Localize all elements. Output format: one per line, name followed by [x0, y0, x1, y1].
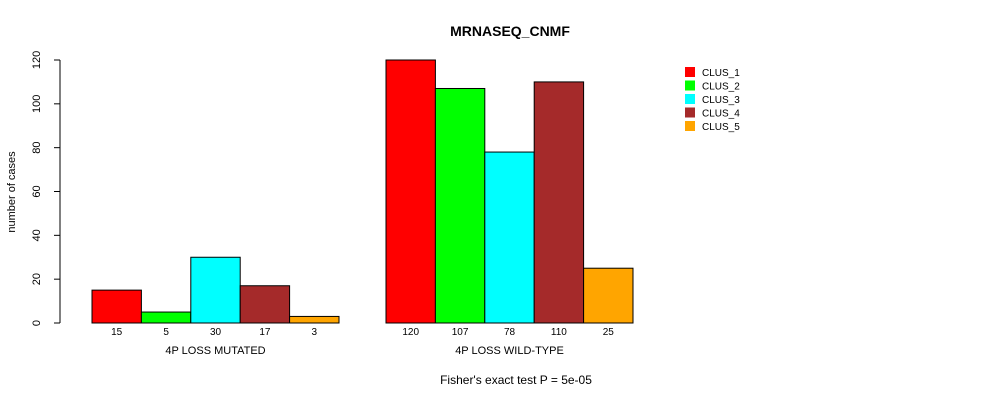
- y-tick-label: 40: [31, 229, 43, 241]
- legend-label: CLUS_2: [702, 82, 740, 93]
- group-label: 4P LOSS MUTATED: [165, 345, 265, 357]
- y-axis: 0 20 40 60 80 100 120: [31, 51, 61, 326]
- bar-value-label: 17: [259, 327, 271, 338]
- y-tick-label: 80: [31, 142, 43, 154]
- bar-value-label: 3: [312, 327, 318, 338]
- legend-swatch: [685, 67, 695, 77]
- legend-item: CLUS_1: [685, 67, 740, 79]
- fisher-test-footer: Fisher's exact test P = 5e-05: [440, 373, 592, 387]
- legend-swatch: [685, 94, 695, 104]
- bar: [289, 315, 340, 324]
- y-tick-label: 0: [31, 320, 43, 326]
- bar: [239, 285, 291, 324]
- bar-groups: 15 5 30 17 3 4P LOSS MUTATED 120 107 78 110 25 4P L…: [91, 59, 634, 357]
- bar: [385, 59, 436, 324]
- bar-value-label: 78: [504, 327, 516, 338]
- y-tick-label: 60: [31, 185, 43, 197]
- group-label: 4P LOSS WILD-TYPE: [455, 345, 564, 357]
- y-tick-label: 20: [31, 273, 43, 285]
- legend-item: CLUS_2: [685, 80, 740, 93]
- legend-label: CLUS_5: [702, 122, 740, 133]
- bar-value-label: 110: [551, 327, 567, 338]
- legend-label: CLUS_4: [702, 109, 740, 120]
- bar-value-label: 30: [210, 327, 222, 338]
- bar: [484, 151, 535, 324]
- y-axis-label: number of cases: [6, 151, 18, 233]
- legend-label: CLUS_1: [702, 68, 740, 79]
- bar: [583, 267, 634, 324]
- bar: [434, 87, 486, 324]
- bar-value-label: 5: [163, 327, 169, 338]
- legend-swatch: [685, 80, 695, 91]
- bar: [533, 81, 585, 324]
- legend-label: CLUS_3: [702, 95, 740, 106]
- bar: [140, 311, 192, 324]
- y-tick-label: 120: [31, 51, 43, 69]
- chart-title: MRNASEQ_CNMF: [450, 23, 570, 39]
- legend-item: CLUS_4: [685, 107, 740, 120]
- legend-item: CLUS_5: [685, 121, 740, 133]
- bar: [91, 289, 142, 324]
- legend-swatch: [685, 121, 695, 131]
- legend-swatch: [685, 107, 695, 118]
- bar-value-label: 120: [402, 327, 419, 338]
- bar: [190, 256, 241, 324]
- bar-value-label: 15: [111, 327, 123, 338]
- bar-group: 15 5 30 17 3 4P LOSS MUTATED: [91, 256, 340, 357]
- y-tick-label: 100: [31, 95, 43, 113]
- legend-item: CLUS_3: [685, 94, 740, 106]
- bar-value-label: 25: [603, 327, 615, 338]
- legend: CLUS_1 CLUS_2 CLUS_3 CLUS_4 CLUS_5: [685, 67, 740, 133]
- bar-value-label: 107: [452, 327, 469, 338]
- bar-group: 120 107 78 110 25 4P LOSS WILD-TYPE: [385, 59, 634, 357]
